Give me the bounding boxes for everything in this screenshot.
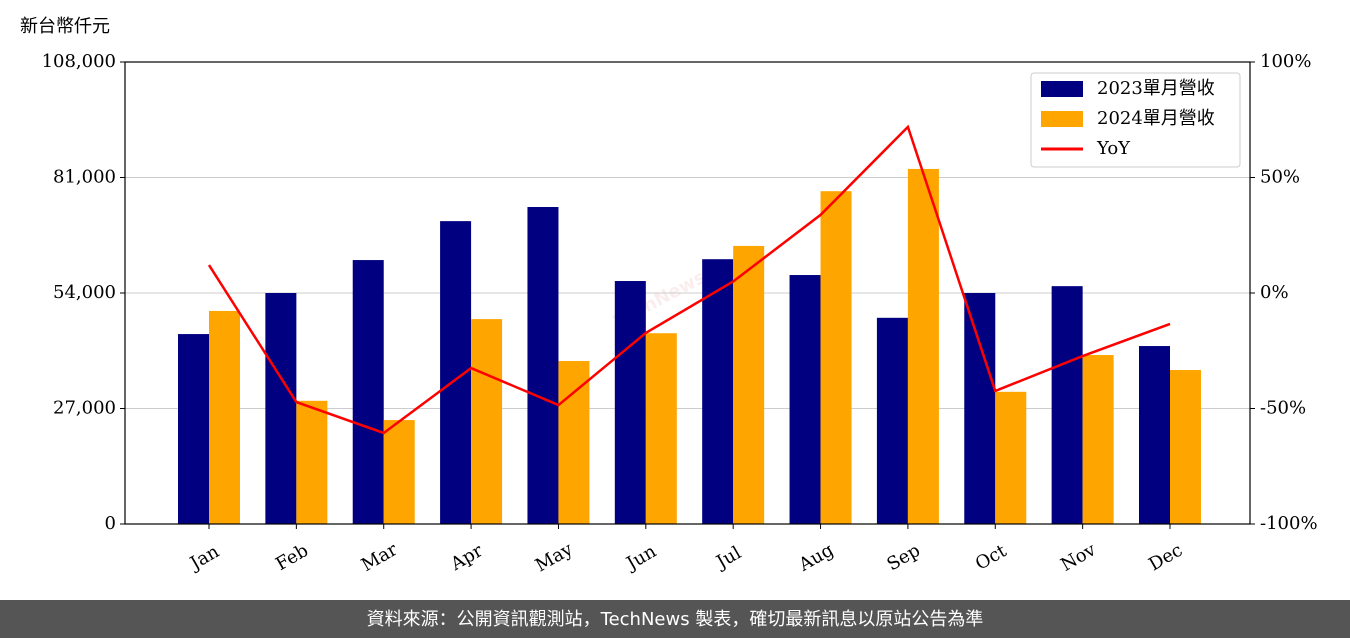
x-tick-label: Oct — [972, 540, 1011, 575]
bar — [178, 334, 209, 524]
x-tick-label: Jan — [185, 541, 223, 575]
bar — [820, 191, 852, 524]
legend-label: YoY — [1096, 138, 1131, 159]
bar — [645, 333, 677, 524]
bar — [1082, 355, 1114, 524]
legend: 2023單月營收 2024單月營收 YoY — [1030, 72, 1241, 168]
bar — [352, 260, 384, 524]
bar — [876, 317, 908, 524]
legend-swatch — [1041, 81, 1083, 97]
legend-label: 2024單月營收 — [1097, 108, 1215, 129]
plot-frame — [124, 61, 1251, 525]
bar — [907, 168, 939, 524]
bar — [1170, 370, 1201, 524]
x-tick-label: Jul — [711, 542, 745, 574]
legend-swatch — [1041, 111, 1083, 127]
bar — [964, 293, 996, 524]
bar — [789, 275, 821, 524]
x-tick-label: Feb — [272, 540, 312, 575]
y-tick-label: 81,000 — [53, 167, 116, 188]
bar — [471, 319, 503, 524]
x-tick-label: Nov — [1057, 539, 1100, 576]
y-axis-label: 新台幣仟元 — [20, 16, 110, 37]
y-tick-label: 54,000 — [53, 282, 116, 303]
bar — [558, 361, 590, 524]
bar — [1051, 286, 1083, 524]
x-tick-label: Sep — [883, 540, 923, 575]
y2-tick-label: -50% — [1260, 398, 1306, 419]
bar — [296, 400, 328, 524]
bar — [995, 391, 1027, 524]
bar — [702, 259, 734, 524]
y-tick-label: 27,000 — [53, 398, 116, 419]
bar — [614, 281, 646, 524]
y-tick-label: 0 — [105, 513, 116, 534]
y2-tick-label: 100% — [1260, 51, 1311, 72]
x-tick-label: Apr — [446, 540, 486, 575]
bar — [383, 420, 415, 524]
x-tick-label: Mar — [358, 539, 402, 576]
y2-tick-label: 50% — [1260, 167, 1300, 188]
x-tick-label: Dec — [1145, 540, 1186, 576]
y-tick-label: 108,000 — [42, 51, 116, 72]
x-tick-label: Aug — [795, 539, 838, 576]
bar — [527, 207, 559, 524]
bar — [1139, 346, 1170, 524]
bar — [733, 245, 765, 524]
bar — [209, 310, 240, 524]
bar — [265, 293, 297, 524]
footer-bar — [0, 600, 1350, 638]
line — [207, 124, 1171, 435]
legend-label: 2023單月營收 — [1097, 78, 1215, 99]
x-tick-label: Jun — [621, 541, 660, 576]
legend-box — [1030, 72, 1241, 168]
footer: 資料來源：公開資訊觀測站，TechNews 製表，確切最新訊息以原站公告為準 — [367, 609, 984, 630]
y2-tick-label: 0% — [1260, 282, 1289, 303]
x-tick-label: May — [532, 538, 577, 576]
y2-tick-label: -100% — [1260, 513, 1318, 534]
